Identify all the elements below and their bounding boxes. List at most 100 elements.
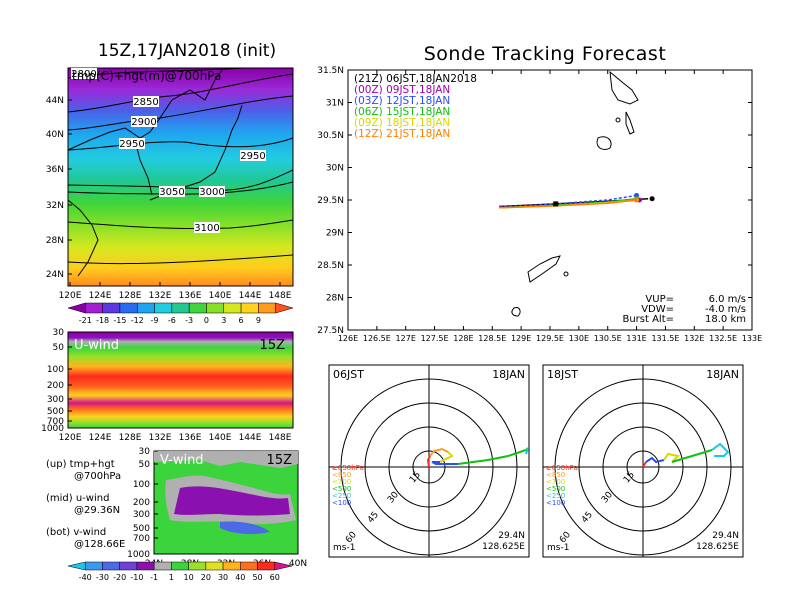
contour-label: 3050	[159, 187, 184, 198]
u-wind-time: 15Z	[260, 338, 286, 353]
track-lon-label: 129E	[511, 334, 531, 343]
v-wind-section: V-wind 15Z 3050100200300500700100024N28N…	[127, 447, 307, 569]
temp-colorbar-swatch	[154, 302, 173, 314]
track-lat-label: 29N	[326, 229, 344, 239]
track-lon-label: 127E	[396, 334, 416, 343]
contour-label: 2900	[131, 117, 156, 128]
track-legend-entry: (21Z) 06JST,18JAN2018	[354, 73, 477, 85]
legend-up: (up) tmp+hgt @700hPa	[46, 459, 122, 482]
contour-label: 2950	[240, 151, 265, 162]
island-amami	[527, 255, 561, 283]
temperature-colorbar: -21 -18 -15 -12 -9 -6 -3 0 3 6 9	[67, 302, 294, 325]
hodo-level-label: <100	[332, 499, 351, 507]
contour-label-bg	[133, 96, 159, 107]
contour-label: 2800	[71, 69, 96, 80]
u-wind-p-label: 700	[47, 417, 64, 427]
temp-colorbar-label: -3	[185, 316, 193, 325]
temp-colorbar-swatch	[223, 302, 242, 314]
wind-colorbar-swatch	[67, 561, 86, 571]
track-lon-label: 130E	[569, 334, 589, 343]
track-lon-label: 129.5E	[536, 334, 564, 343]
map-label: tmp(C)+hgt(m)@700hPa	[72, 69, 221, 83]
hodo-level-label: <850	[546, 471, 565, 479]
wind-colorbar-swatch	[274, 561, 293, 571]
hodo-lon: 128.625E	[696, 542, 739, 552]
hodo-trace	[431, 461, 458, 465]
hodo-unit: ms-1	[333, 543, 355, 553]
contour-3150	[67, 254, 294, 265]
hodo-level-label: <850	[332, 471, 351, 479]
track-lat-label: 28N	[326, 294, 344, 304]
hodo-level-label: <250	[546, 492, 565, 500]
temp-colorbar-swatch	[240, 302, 259, 314]
track-lon-label: 128E	[453, 334, 473, 343]
temp-colorbar-swatch	[85, 302, 103, 314]
island-north	[609, 70, 639, 105]
wind-colorbar-label: 10	[184, 573, 194, 582]
v-wind-p-label: 30	[139, 447, 151, 457]
map-lat-label: 44N	[46, 96, 64, 106]
u-wind-p-label: 100	[47, 365, 64, 375]
v-wind-p-label: 50	[139, 460, 151, 470]
v-wind-title: V-wind	[160, 453, 204, 468]
map-lon-label: 140E	[209, 291, 232, 301]
track-lon-label: 132E	[684, 334, 704, 343]
wind-colorbar-label: 50	[252, 573, 262, 582]
map-lat-label: 36N	[46, 165, 64, 175]
wind-colorbar-label: -10	[130, 573, 143, 582]
map-lat-label: 32N	[46, 201, 64, 211]
temp-colorbar-label: 9	[256, 316, 261, 325]
track-legend: (21Z) 06JST,18JAN2018(00Z) 09JST,18JAN(0…	[354, 73, 477, 140]
contour-2850	[67, 73, 294, 113]
wind-colorbar-label: -40	[79, 573, 92, 582]
v-wind-time: 15Z	[267, 453, 293, 468]
track-lon-label: 133E	[742, 334, 762, 343]
legend-mid: (mid) u-wind @29.36N	[46, 493, 121, 516]
wind-colorbar-label: -30	[96, 573, 109, 582]
temp-colorbar-label: -21	[79, 316, 92, 325]
track-param-label: VUP=	[645, 294, 674, 305]
contour-label-bg	[119, 138, 145, 149]
track-line	[499, 199, 637, 209]
hodo-trace	[642, 461, 647, 468]
map-lat-label: 28N	[46, 236, 64, 246]
hodograph-06jst: 06JST 18JAN15304560≥850hPa<850<700<500<25…	[328, 364, 530, 558]
hodo-date: 18JAN	[492, 368, 525, 381]
track-lon-label: 130.5E	[594, 334, 622, 343]
coastline-china	[67, 199, 99, 277]
hodo-unit: ms-1	[547, 543, 569, 553]
track-param-label: Burst Alt=	[622, 314, 674, 325]
wind-colorbar-label: 30	[218, 573, 228, 582]
temp-colorbar-label: -9	[151, 316, 159, 325]
track-frame	[347, 69, 753, 331]
contour-label-bg	[131, 116, 157, 127]
wind-colorbar-swatch	[102, 561, 120, 571]
hodo-lat: 29.4N	[712, 531, 739, 541]
hodo-level-label: <500	[332, 485, 351, 493]
wind-colorbar-label: -1	[150, 573, 158, 582]
temp-colorbar-label: 0	[204, 316, 209, 325]
hodo-trace	[663, 452, 681, 463]
track-lon-label: 132.5E	[709, 334, 737, 343]
track-legend-entry: (06Z) 15JST,18JAN	[354, 106, 450, 118]
hodo-trace	[439, 451, 454, 463]
u-wind-p-label: 300	[47, 395, 64, 405]
track-lat-label: 28.5N	[317, 261, 344, 271]
u-wind-lon-label: 136E	[179, 433, 202, 443]
v-wind-p-label: 100	[133, 480, 150, 490]
hodo-trace	[429, 447, 449, 457]
wind-colorbar-label: -20	[113, 573, 126, 582]
track-lon-label: 127.5E	[421, 334, 449, 343]
hodo-level-label: ≥850hPa	[546, 464, 578, 472]
island-yakushima	[596, 136, 612, 151]
track-lat-label: 30.5N	[317, 131, 344, 141]
track-endpoint	[649, 196, 655, 202]
contour-2950	[67, 137, 294, 151]
map-field	[67, 67, 294, 287]
hodo-trace	[645, 456, 665, 464]
temp-colorbar-swatch	[136, 302, 155, 314]
legend-bot: (bot) v-wind @128.66E	[46, 527, 126, 550]
u-wind-p-label: 500	[47, 407, 64, 417]
track-lat-label: 29.5N	[317, 196, 344, 206]
